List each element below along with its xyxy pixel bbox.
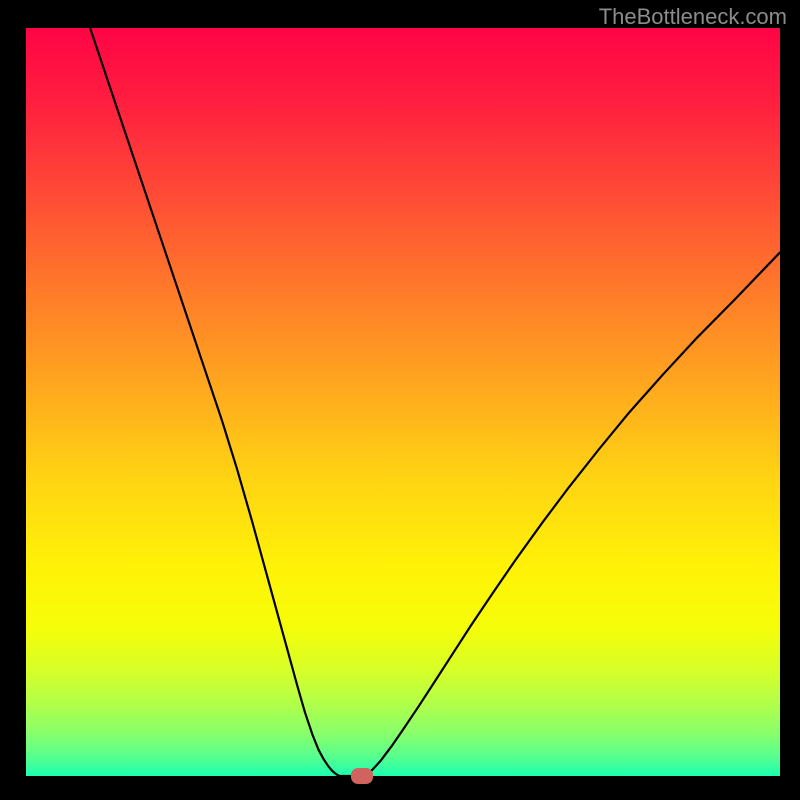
optimal-marker (351, 768, 373, 784)
bottleneck-curve (0, 0, 800, 800)
